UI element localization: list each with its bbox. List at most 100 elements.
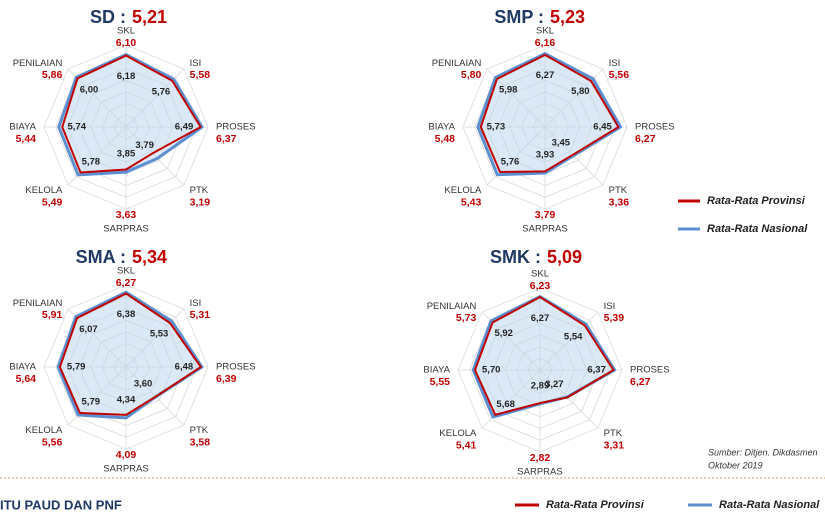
axis-label: SARPRAS [517, 467, 562, 478]
series-line [56, 290, 204, 420]
chart-score: 5,34 [132, 247, 167, 267]
series-line [58, 292, 202, 416]
value-label: 3,93 [536, 150, 555, 161]
value-label: 5,55 [430, 376, 451, 388]
axis-label: PENILAIAN [13, 58, 63, 69]
value-label: 6,37 [216, 133, 237, 145]
chart-title: SMA : [76, 247, 126, 267]
axis-label: KELOLA [439, 428, 477, 439]
axis-label: ISI [604, 301, 616, 312]
axis-label: SKL [536, 26, 554, 37]
value-label: 5,79 [82, 397, 101, 408]
value-label: 3,27 [545, 379, 564, 390]
axis-label: SARPRAS [103, 224, 148, 235]
axis-label: ISI [609, 58, 621, 69]
value-label: 6,16 [535, 37, 556, 49]
value-label: 6,00 [80, 85, 99, 96]
value-label: 6,49 [175, 122, 194, 133]
value-label: 5,80 [461, 69, 482, 81]
value-label: 3,36 [609, 196, 630, 208]
value-label: 3,79 [135, 140, 154, 151]
axis-label: BIAYA [423, 365, 450, 376]
series-line [473, 296, 615, 416]
value-label: 6,38 [117, 309, 136, 320]
axis-label: PENILAIAN [427, 301, 477, 312]
value-label: 5,91 [42, 309, 63, 321]
value-label: 2,82 [530, 452, 551, 464]
value-label: 5,56 [609, 69, 630, 81]
axis-label: ISI [190, 58, 202, 69]
value-label: 5,53 [150, 328, 169, 339]
source-line: Oktober 2019 [708, 460, 763, 470]
value-label: 3,45 [552, 137, 571, 148]
value-label: 5,31 [190, 309, 211, 321]
value-label: 5,73 [487, 122, 506, 133]
value-label: 5,43 [461, 196, 482, 208]
value-label: 3,60 [134, 379, 153, 390]
axis-label: PTK [190, 185, 209, 196]
axis-label: PTK [190, 425, 209, 436]
axis-label: BIAYA [428, 122, 455, 133]
value-label: 6,37 [587, 365, 606, 376]
axis-label: BIAYA [9, 362, 36, 373]
value-label: 6,48 [175, 362, 194, 373]
chart-score: 5,23 [550, 7, 585, 27]
value-label: 5,41 [456, 439, 477, 451]
axis-label: KELOLA [444, 185, 482, 196]
value-label: 5,79 [67, 362, 86, 373]
source-line: Sumber: Ditjen. Dikdasmen [708, 447, 818, 457]
value-label: 6,39 [216, 373, 237, 385]
value-label: 6,27 [531, 313, 550, 324]
value-label: 5,86 [42, 69, 63, 81]
value-label: 6,27 [635, 133, 656, 145]
value-label: 5,64 [16, 373, 37, 385]
axis-label: PROSES [216, 362, 256, 373]
axis-label: SARPRAS [522, 224, 567, 235]
axis-label: PENILAIAN [13, 298, 63, 309]
axis-label: BIAYA [9, 122, 36, 133]
value-label: 5,54 [564, 331, 583, 342]
series-line [479, 53, 620, 173]
value-label: 5,78 [82, 157, 101, 168]
value-label: 6,27 [630, 376, 651, 388]
legend-label: Rata-Rata Provinsi [546, 499, 645, 511]
value-label: 5,48 [435, 133, 456, 145]
axis-label: KELOLA [25, 425, 63, 436]
value-label: 5,74 [68, 122, 87, 133]
value-label: 5,98 [499, 85, 518, 96]
series-line [476, 52, 623, 177]
value-label: 5,68 [496, 399, 515, 410]
chart-score: 5,21 [132, 7, 167, 27]
axis-label: SKL [117, 266, 135, 277]
axis-label: ISI [190, 298, 202, 309]
value-label: 5,39 [604, 312, 625, 324]
value-label: 3,19 [190, 196, 211, 208]
value-label: 6,10 [116, 37, 137, 49]
axis-label: SARPRAS [103, 464, 148, 475]
value-label: 3,63 [116, 209, 137, 221]
value-label: 6,18 [117, 71, 136, 82]
value-label: 3,31 [604, 439, 625, 451]
value-label: 5,76 [152, 87, 171, 98]
legend-label: Rata-Rata Provinsi [707, 195, 806, 207]
value-label: 3,58 [190, 436, 211, 448]
value-label: 5,73 [456, 312, 477, 324]
legend-label: Rata-Rata Nasional [707, 223, 808, 235]
value-label: 4,34 [117, 394, 136, 405]
value-label: 5,76 [501, 156, 520, 167]
value-label: 3,79 [535, 209, 556, 221]
value-label: 5,49 [42, 196, 63, 208]
value-label: 6,45 [593, 122, 612, 133]
axis-label: PTK [604, 428, 623, 439]
value-label: 5,58 [190, 69, 211, 81]
axis-label: PTK [609, 185, 628, 196]
value-label: 6,27 [116, 277, 137, 289]
value-label: 5,44 [16, 133, 37, 145]
section-heading: ITU PAUD DAN PNF [0, 497, 122, 512]
axis-label: PROSES [216, 122, 256, 133]
axis-label: PROSES [630, 365, 670, 376]
value-label: 5,70 [482, 365, 501, 376]
value-label: 6,27 [536, 70, 555, 81]
value-label: 4,09 [116, 449, 137, 461]
